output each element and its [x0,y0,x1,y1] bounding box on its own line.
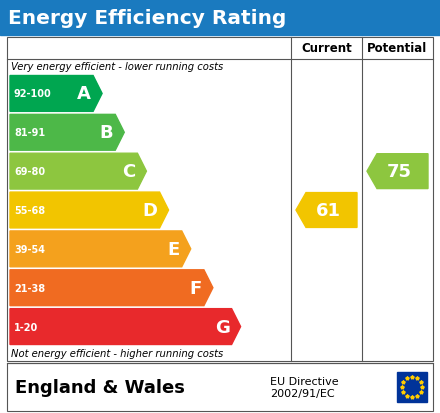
Polygon shape [367,154,428,189]
Text: Current: Current [301,43,352,55]
Text: 81-91: 81-91 [14,128,45,138]
Text: 55-68: 55-68 [14,206,45,216]
Polygon shape [10,76,102,112]
Text: 2002/91/EC: 2002/91/EC [270,388,335,398]
Text: 21-38: 21-38 [14,283,45,293]
Text: E: E [168,240,180,258]
Text: B: B [99,124,113,142]
Polygon shape [10,192,169,228]
Polygon shape [10,154,147,190]
Bar [7,38,433,361]
Text: 92-100: 92-100 [14,89,52,99]
Text: 69-80: 69-80 [14,167,45,177]
Text: EU Directive: EU Directive [270,376,339,386]
Text: G: G [215,318,230,336]
Text: 1-20: 1-20 [14,322,38,332]
Text: Not energy efficient - higher running costs: Not energy efficient - higher running co… [11,349,223,358]
Polygon shape [10,309,241,345]
Text: A: A [77,85,91,103]
Text: F: F [190,279,202,297]
Bar [7,363,433,411]
Text: C: C [122,163,136,181]
Polygon shape [10,115,124,151]
Bar [0,0,440,36]
Text: Very energy efficient - lower running costs: Very energy efficient - lower running co… [11,62,223,72]
Text: 75: 75 [387,163,412,181]
Polygon shape [296,193,357,228]
Bar [397,372,427,402]
Text: 61: 61 [316,202,341,219]
Text: Potential: Potential [367,43,428,55]
Text: England & Wales: England & Wales [15,378,185,396]
Text: Energy Efficiency Rating: Energy Efficiency Rating [8,9,286,27]
Polygon shape [10,270,213,306]
Text: D: D [143,202,158,219]
Polygon shape [10,231,191,267]
Text: 39-54: 39-54 [14,244,45,254]
